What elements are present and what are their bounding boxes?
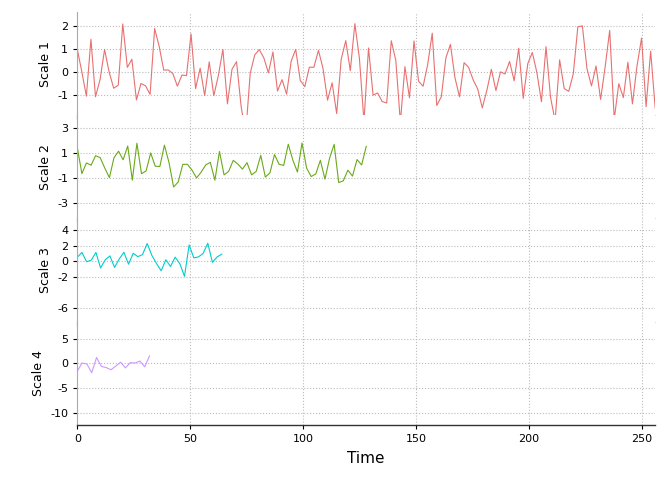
Y-axis label: Scale 3: Scale 3 bbox=[38, 247, 52, 293]
X-axis label: Time: Time bbox=[347, 451, 385, 466]
Y-axis label: Scale 4: Scale 4 bbox=[32, 350, 45, 396]
Y-axis label: Scale 2: Scale 2 bbox=[39, 144, 52, 190]
Y-axis label: Scale 1: Scale 1 bbox=[39, 41, 52, 86]
